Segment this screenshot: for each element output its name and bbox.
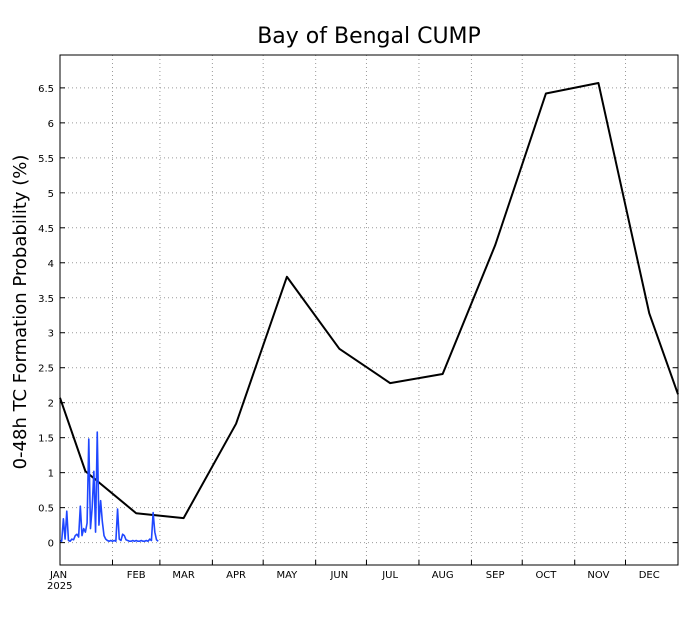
x-tick-label: FEB	[127, 570, 146, 581]
y-tick-label: 4	[48, 259, 54, 270]
y-tick-label: 4.5	[38, 224, 54, 235]
y-axis: 0 0.5 1 1.5 2 2.5 3 3.5 4 4.5 5 5.5 6 6.5	[38, 84, 678, 550]
series-layer	[59, 81, 679, 543]
x-tick-label: JUL	[381, 570, 398, 581]
y-tick-label: 1.5	[38, 434, 54, 445]
x-tick-label: JUN	[329, 570, 348, 581]
y-tick-label: 2	[48, 399, 54, 410]
y-tick-label: 2.5	[38, 364, 54, 375]
y-tick-label: 0	[48, 539, 54, 550]
x-axis-year-label: 2025	[47, 581, 72, 592]
x-tick-label: APR	[226, 570, 246, 581]
chart-title: Bay of Bengal CUMP	[257, 24, 481, 49]
y-tick-label: 3.5	[38, 294, 54, 305]
x-axis: JAN FEB MAR APR MAY JUN JUL AUG SEP OCT NOV DEC	[49, 560, 660, 581]
x-tick-label: DEC	[639, 570, 660, 581]
y-tick-label: 5	[48, 189, 54, 200]
y-tick-label: 3	[48, 329, 54, 340]
climatology-line	[59, 81, 679, 520]
x-tick-label: OCT	[535, 570, 557, 581]
y-tick-label: 0.5	[38, 504, 54, 515]
x-tick-label: MAY	[276, 570, 298, 581]
x-tick-label: JAN	[49, 570, 67, 581]
x-tick-label: AUG	[432, 570, 454, 581]
x-tick-label: NOV	[587, 570, 609, 581]
y-tick-label: 1	[48, 469, 54, 480]
y-tick-label: 6.5	[38, 84, 54, 95]
x-tick-label: SEP	[486, 570, 505, 581]
grid	[60, 55, 678, 565]
x-tick-label: MAR	[172, 570, 194, 581]
forecast-line	[59, 431, 159, 543]
y-tick-label: 5.5	[38, 154, 54, 165]
plot-frame	[59, 54, 679, 566]
y-tick-label: 6	[48, 119, 54, 130]
y-axis-label: 0-48h TC Formation Probability (%)	[10, 155, 31, 470]
